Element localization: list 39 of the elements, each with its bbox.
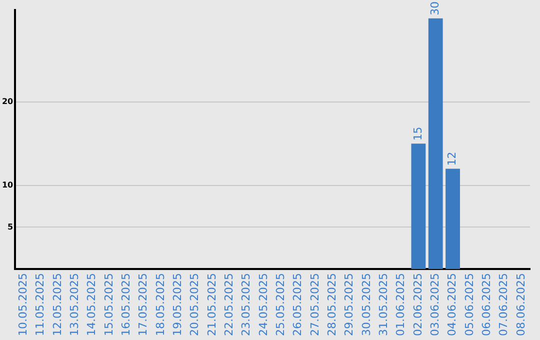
x-tick-label: 28.05.2025 <box>325 273 338 336</box>
x-tick-label: 13.05.2025 <box>68 273 82 336</box>
y-tick-label: 10 <box>2 180 14 190</box>
x-tick-label: 21.05.2025 <box>205 273 218 336</box>
x-tick-label: 19.05.2025 <box>171 273 184 336</box>
x-tick-label: 07.06.2025 <box>497 273 510 336</box>
x-tick-label: 14.05.2025 <box>85 273 98 336</box>
y-tick-label: 5 <box>8 222 14 232</box>
y-tick-label: 20 <box>2 96 14 106</box>
x-tick-label: 03.06.2025 <box>428 273 442 336</box>
x-tick-label: 18.05.2025 <box>154 273 167 336</box>
data-label: 15 <box>411 126 424 141</box>
bar <box>411 144 426 270</box>
x-tick-label: 22.05.2025 <box>222 273 236 336</box>
data-label: 30 <box>428 1 442 16</box>
x-tick-label: 23.05.2025 <box>240 273 253 336</box>
x-tick-label: 30.05.2025 <box>360 273 373 336</box>
x-tick-label: 29.05.2025 <box>342 273 356 336</box>
x-tick-label: 15.05.2025 <box>102 273 116 336</box>
x-tick-label: 12.05.2025 <box>50 273 64 336</box>
data-label: 12 <box>446 152 459 166</box>
x-tick-label: 05.06.2025 <box>462 273 476 336</box>
x-tick-label: 01.06.2025 <box>394 273 408 336</box>
x-tick-label: 08.06.2025 <box>514 273 528 336</box>
x-tick-label: 10.05.2025 <box>16 273 30 336</box>
x-tick-label: 06.06.2025 <box>480 273 493 336</box>
x-tick-label: 11.05.2025 <box>34 273 47 336</box>
x-tick-label: 27.05.2025 <box>308 273 322 336</box>
x-tick-label: 20.05.2025 <box>188 273 202 336</box>
x-tick-label: 16.05.2025 <box>120 273 133 336</box>
x-tick-label: 26.05.2025 <box>291 273 304 336</box>
x-tick-label: 25.05.2025 <box>274 273 288 336</box>
bar <box>428 18 443 270</box>
bar <box>446 168 460 270</box>
x-tick-label: 04.06.2025 <box>446 273 459 336</box>
x-tick-label: 31.05.2025 <box>376 273 390 336</box>
x-tick-label: 02.06.2025 <box>411 273 424 336</box>
x-tick-label: 17.05.2025 <box>136 273 150 336</box>
x-tick-label: 24.05.2025 <box>256 273 270 336</box>
